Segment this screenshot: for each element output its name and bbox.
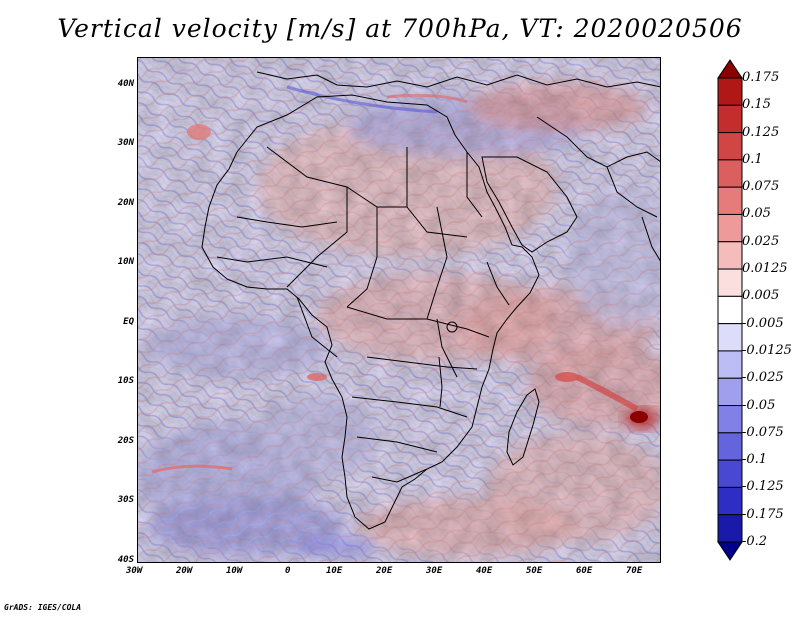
colorbar-tick-label: 0.15 — [742, 97, 771, 113]
y-tick-label: 20S — [117, 436, 134, 446]
colorbar-tick-label: -0.005 — [742, 315, 784, 331]
colorbar-segment — [717, 104, 743, 134]
y-axis: 40N 30N 20N 10N EQ 10S 20S 30S 40S — [100, 57, 134, 565]
x-tick-label: 10W — [226, 566, 243, 576]
colorbar-tick-label: 0.0125 — [742, 261, 788, 277]
colorbar-segment — [717, 405, 743, 434]
colorbar-segment — [717, 377, 743, 407]
colorbar-segment — [717, 77, 743, 106]
y-tick-label: 40N — [117, 79, 134, 89]
colorbar-tick-label: 0.1 — [742, 151, 763, 167]
colorbar-tick-label: 0.075 — [742, 179, 780, 195]
colorbar-segment — [717, 432, 743, 461]
ascent-cores — [151, 85, 659, 557]
y-tick-label: 10N — [117, 257, 134, 267]
x-tick-label: 30W — [126, 566, 143, 576]
y-tick-label: 20N — [117, 198, 134, 208]
colorbar-segment — [717, 514, 743, 543]
colorbar-segment — [717, 350, 743, 379]
colorbar-segment — [717, 132, 743, 161]
y-tick-label: EQ — [123, 317, 134, 327]
x-axis: 30W 20W 10W 0 10E 20E 30E 40E 50E 60E 70… — [0, 566, 800, 580]
colorbar-segment — [717, 486, 743, 516]
colorbar-tick-label: 0.175 — [742, 70, 780, 85]
colorbar-tick-label: 0.05 — [742, 206, 771, 222]
colorbar-tick-label: -0.1 — [742, 452, 768, 468]
colorbar-tick-label: 0.125 — [742, 124, 780, 140]
x-tick-label: 0 — [285, 566, 291, 576]
y-tick-label: 30N — [117, 138, 134, 148]
y-tick-label: 40S — [117, 555, 134, 565]
colorbar-tick-label: -0.125 — [742, 479, 784, 495]
y-tick-label: 10S — [117, 376, 134, 386]
x-tick-label: 40E — [476, 566, 493, 576]
colorbar-segment — [717, 459, 743, 488]
y-tick-label: 30S — [117, 495, 134, 505]
x-tick-label: 30E — [426, 566, 443, 576]
colorbar-segment — [717, 241, 743, 270]
colorbar-tick-label: -0.025 — [742, 370, 784, 386]
colorbar-tick-label: -0.2 — [742, 534, 768, 549]
colorbar-segment — [717, 268, 743, 297]
colorbar-segment — [717, 159, 743, 188]
colorbar — [717, 59, 743, 561]
x-tick-label: 20W — [176, 566, 193, 576]
colorbar-tick-label: -0.0125 — [742, 342, 792, 358]
x-tick-label: 50E — [526, 566, 543, 576]
x-tick-label: 60E — [576, 566, 593, 576]
colorbar-tick-label: -0.075 — [742, 424, 784, 440]
country-borders — [201, 71, 661, 530]
colorbar-tick-label: 0.005 — [742, 288, 780, 304]
x-tick-label: 70E — [626, 566, 643, 576]
x-tick-label: 10E — [326, 566, 343, 576]
colorbar-top-triangle — [717, 59, 743, 79]
colorbar-segment — [717, 213, 743, 243]
plot-title: Vertical velocity [m/s] at 700hPa, VT: 2… — [57, 14, 743, 43]
x-tick-label: 20E — [376, 566, 393, 576]
footer-credit: GrADS: IGES/COLA — [4, 603, 82, 612]
colorbar-tick-label: 0.025 — [742, 233, 780, 249]
map-plot-area — [137, 57, 661, 563]
colorbar-tick-label: -0.175 — [742, 506, 784, 522]
colorbar-tick-label: -0.05 — [742, 397, 776, 413]
colorbar-bottom-triangle — [717, 541, 743, 561]
colorbar-segment — [717, 323, 743, 352]
colorbar-segment — [717, 186, 743, 215]
colorbar-segment — [717, 295, 743, 325]
